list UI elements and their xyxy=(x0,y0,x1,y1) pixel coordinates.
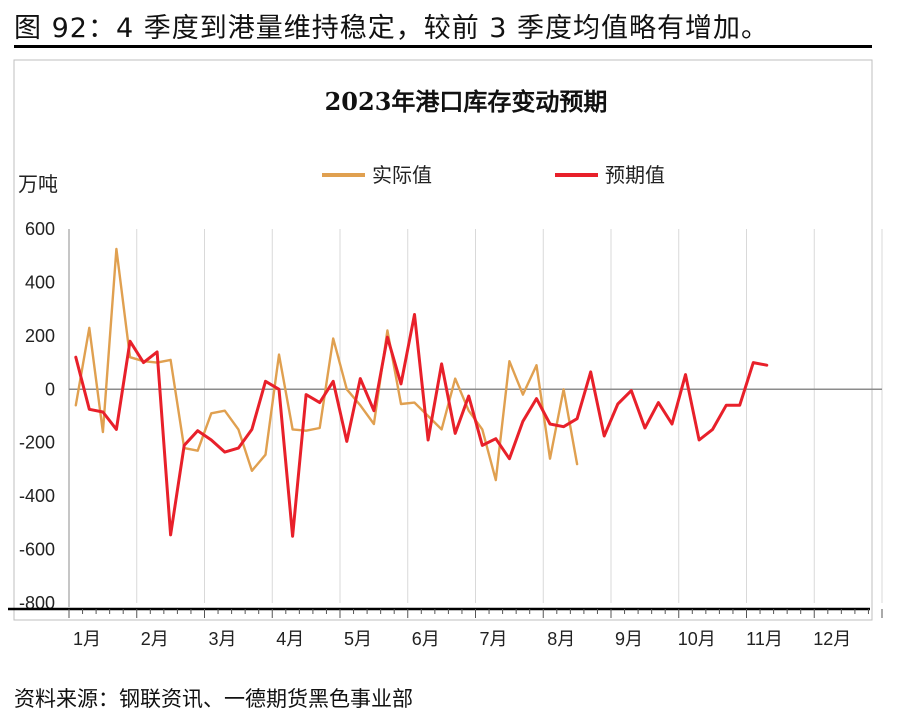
x-tick-label-month: 3月 xyxy=(208,629,236,649)
y-tick-label: 200 xyxy=(25,326,55,346)
series-forecast-line xyxy=(74,313,769,538)
legend-label-actual: 实际值 xyxy=(372,163,432,187)
caption-underline xyxy=(14,45,872,48)
y-tick-label: -400 xyxy=(19,486,55,506)
x-tick-label-month: 12月 xyxy=(813,629,851,649)
x-tick-label-month: 11月 xyxy=(746,629,783,649)
series-lines xyxy=(74,247,769,538)
x-tick-label-month: 10月 xyxy=(678,629,716,649)
y-tick-label: -600 xyxy=(19,540,55,560)
y-tick-label: 400 xyxy=(25,272,55,292)
x-tick-label-month: 9月 xyxy=(615,629,643,649)
y-tick-label: 0 xyxy=(45,379,55,399)
x-tick-label-month: 7月 xyxy=(479,629,507,649)
y-tick-label: -200 xyxy=(19,433,55,453)
chart-frame xyxy=(13,59,873,621)
x-tick-label-month: 6月 xyxy=(412,629,440,649)
y-tick-label: 600 xyxy=(25,219,55,239)
x-tick-label-month: 1月 xyxy=(73,629,101,649)
x-tick-label-month: 8月 xyxy=(547,629,575,649)
x-tick-label-month: 5月 xyxy=(344,629,372,649)
y-axis-unit: 万吨 xyxy=(18,172,58,196)
x-axis xyxy=(8,229,883,618)
chart-title: 2023年港口库存变动预期 xyxy=(325,87,608,116)
legend-label-forecast: 预期值 xyxy=(605,163,665,187)
figure-caption: 图 92：4 季度到港量维持稳定，较前 3 季度均值略有增加。 xyxy=(14,13,770,44)
source-note: 资料来源：钢联资讯、一德期货黑色事业部 xyxy=(14,687,413,711)
x-tick-label-month: 4月 xyxy=(276,629,304,649)
x-tick-label-month: 2月 xyxy=(141,629,169,649)
legend: 实际值 预期值 xyxy=(322,163,665,187)
x-axis-labels: 1月 2月 3月 4月 5月 6月 7月 8月 9月 10月 11月 12月 xyxy=(73,629,851,649)
